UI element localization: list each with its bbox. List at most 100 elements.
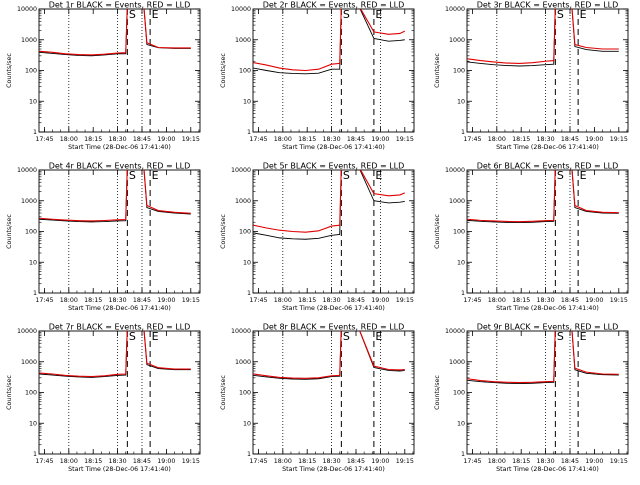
y-tick-label: 10 bbox=[243, 420, 251, 427]
marker-label-E: E bbox=[375, 169, 382, 182]
y-axis-title: Counts/sec bbox=[220, 53, 227, 88]
series-line-lld bbox=[39, 170, 191, 222]
y-tick-label: 100 bbox=[25, 229, 37, 236]
x-tick-label: 19:15 bbox=[182, 136, 200, 143]
y-tick-label: 10 bbox=[457, 98, 465, 105]
marker-label-E: E bbox=[580, 330, 587, 343]
x-tick-label: 18:30 bbox=[109, 136, 127, 143]
y-tick-label: 1 bbox=[461, 129, 465, 136]
y-tick-label: 100 bbox=[25, 68, 37, 75]
x-tick-label: 19:00 bbox=[371, 297, 389, 304]
y-tick-label: 10000 bbox=[17, 6, 37, 13]
x-tick-label: 18:15 bbox=[512, 458, 530, 465]
x-tick-label: 17:45 bbox=[35, 458, 53, 465]
chart-title: Det 9r BLACK = Events, RED = LLD bbox=[477, 323, 619, 332]
marker-label-S: S bbox=[129, 330, 136, 343]
x-tick-label: 19:15 bbox=[610, 136, 628, 143]
y-tick-label: 10 bbox=[243, 259, 251, 266]
x-tick-label: 19:15 bbox=[610, 297, 628, 304]
marker-label-S: S bbox=[557, 169, 564, 182]
series-line-events bbox=[253, 170, 405, 240]
y-tick-label: 10 bbox=[29, 259, 37, 266]
x-tick-label: 18:45 bbox=[133, 458, 151, 465]
x-tick-label: 18:00 bbox=[60, 136, 78, 143]
y-axis-title: Counts/sec bbox=[220, 375, 227, 410]
x-tick-label: 17:45 bbox=[249, 136, 267, 143]
series-line-lld bbox=[39, 331, 191, 378]
series-line-lld bbox=[467, 9, 619, 64]
y-axis-title: Counts/sec bbox=[6, 214, 13, 249]
x-tick-label: 18:45 bbox=[133, 136, 151, 143]
x-tick-label: 18:30 bbox=[323, 136, 341, 143]
y-tick-label: 1 bbox=[33, 290, 37, 297]
x-tick-label: 19:15 bbox=[610, 458, 628, 465]
marker-label-S: S bbox=[343, 8, 350, 21]
chart-title: Det 2r BLACK = Events, RED = LLD bbox=[263, 1, 405, 10]
series-line-events bbox=[253, 331, 405, 380]
x-tick-label: 19:00 bbox=[585, 136, 603, 143]
x-tick-label: 18:00 bbox=[488, 458, 506, 465]
x-axis-title: Start Time (28-Dec-06 17:41:40) bbox=[496, 305, 599, 312]
x-tick-label: 19:15 bbox=[182, 297, 200, 304]
x-tick-label: 19:00 bbox=[585, 297, 603, 304]
series-line-events bbox=[253, 9, 405, 75]
y-tick-label: 10000 bbox=[445, 328, 465, 335]
x-tick-label: 19:00 bbox=[157, 297, 175, 304]
series-line-lld bbox=[253, 9, 406, 72]
y-tick-label: 1 bbox=[247, 290, 251, 297]
y-tick-label: 1 bbox=[247, 451, 251, 458]
series-line-events bbox=[39, 331, 191, 378]
series-line-events bbox=[467, 170, 619, 224]
x-tick-label: 18:30 bbox=[537, 136, 555, 143]
x-tick-label: 18:15 bbox=[512, 297, 530, 304]
x-tick-label: 19:00 bbox=[585, 458, 603, 465]
x-tick-label: 17:45 bbox=[463, 136, 481, 143]
marker-label-S: S bbox=[129, 8, 136, 21]
x-tick-label: 18:15 bbox=[298, 136, 316, 143]
y-axis-title: Counts/sec bbox=[434, 53, 441, 88]
chart-title: Det 7r BLACK = Events, RED = LLD bbox=[49, 323, 191, 332]
x-axis-title: Start Time (28-Dec-06 17:41:40) bbox=[282, 144, 385, 151]
x-tick-label: 18:00 bbox=[488, 136, 506, 143]
x-tick-label: 19:00 bbox=[371, 458, 389, 465]
y-tick-label: 10000 bbox=[17, 167, 37, 174]
series-line-lld bbox=[467, 170, 619, 223]
marker-label-E: E bbox=[375, 8, 382, 21]
x-axis-title: Start Time (28-Dec-06 17:41:40) bbox=[282, 466, 385, 473]
x-axis-title: Start Time (28-Dec-06 17:41:40) bbox=[282, 305, 385, 312]
x-tick-label: 18:15 bbox=[512, 136, 530, 143]
y-tick-label: 1 bbox=[461, 290, 465, 297]
marker-label-E: E bbox=[375, 330, 382, 343]
y-tick-label: 100 bbox=[453, 68, 465, 75]
x-axis-title: Start Time (28-Dec-06 17:41:40) bbox=[68, 144, 171, 151]
x-tick-label: 17:45 bbox=[249, 297, 267, 304]
x-tick-label: 18:00 bbox=[488, 297, 506, 304]
y-axis-title: Counts/sec bbox=[6, 375, 13, 410]
x-tick-label: 18:15 bbox=[298, 297, 316, 304]
plot-frame bbox=[38, 330, 201, 455]
y-tick-label: 10000 bbox=[17, 328, 37, 335]
series-line-lld bbox=[253, 170, 405, 233]
plot-frame bbox=[252, 8, 415, 133]
y-tick-label: 100 bbox=[239, 390, 251, 397]
x-axis-title: Start Time (28-Dec-06 17:41:40) bbox=[68, 466, 171, 473]
y-tick-label: 100 bbox=[239, 68, 251, 75]
y-tick-label: 10 bbox=[29, 98, 37, 105]
chart-title: Det 4r BLACK = Events, RED = LLD bbox=[49, 162, 191, 171]
x-tick-label: 18:15 bbox=[84, 458, 102, 465]
y-tick-label: 10000 bbox=[231, 328, 251, 335]
chart-title: Det 1r BLACK = Events, RED = LLD bbox=[49, 1, 191, 10]
x-tick-label: 19:15 bbox=[396, 458, 414, 465]
plot-frame bbox=[466, 330, 629, 455]
x-tick-label: 18:45 bbox=[561, 136, 579, 143]
plot-frame bbox=[252, 330, 415, 455]
plot-frame bbox=[38, 8, 201, 133]
series-line-lld bbox=[39, 9, 191, 56]
x-tick-label: 18:45 bbox=[347, 136, 365, 143]
